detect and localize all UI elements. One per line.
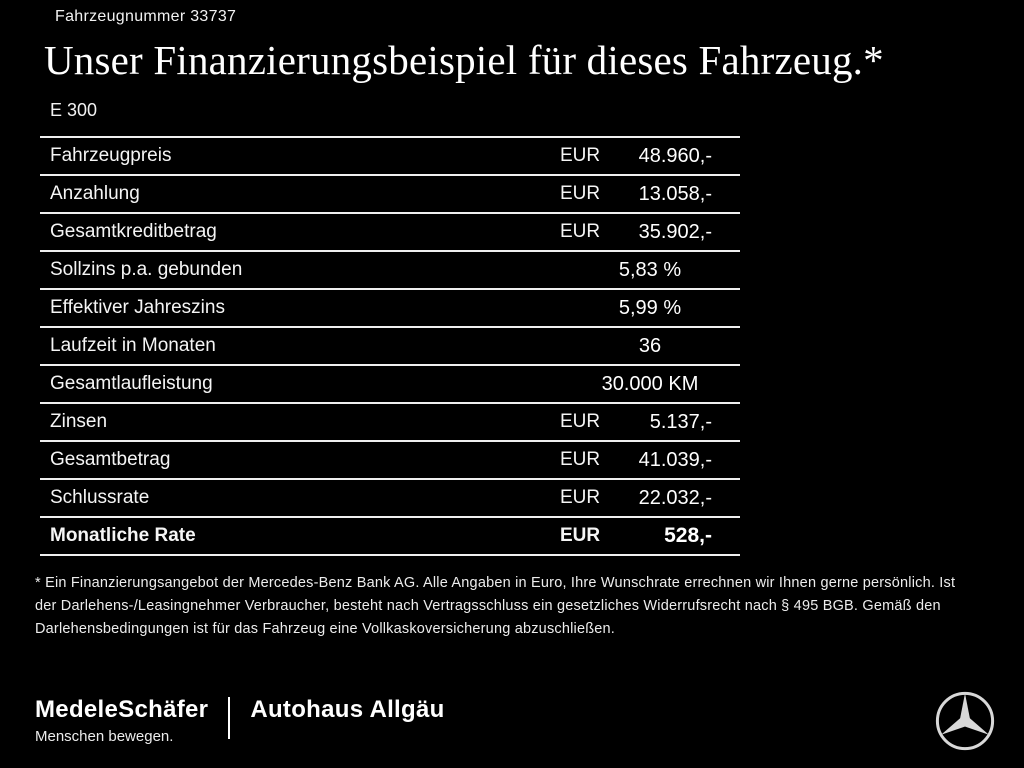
row-label: Fahrzeugpreis <box>50 145 172 166</box>
row-value: 22.032,- <box>638 486 712 509</box>
dealer-block: MedeleSchäfer Menschen bewegen. <box>35 696 209 745</box>
table-row: Anzahlung EUR 13.058,- <box>40 174 740 212</box>
row-label: Effektiver Jahreszins <box>50 297 225 318</box>
row-label: Zinsen <box>50 411 108 432</box>
row-currency: EUR <box>560 221 601 242</box>
table-row: Zinsen EUR 5.137,- <box>40 402 740 440</box>
dealer-divider <box>228 697 231 740</box>
row-label: Schlussrate <box>50 487 150 508</box>
dealer-logos: MedeleSchäfer Menschen bewegen. Autohaus… <box>35 696 445 745</box>
row-value: 5.137,- <box>649 410 712 433</box>
table-row: Gesamtbetrag EUR 41.039,- <box>40 440 740 478</box>
row-value: 5,83 % <box>618 258 682 281</box>
table-row: Gesamtkreditbetrag EUR 35.902,- <box>40 212 740 250</box>
page-title: Unser Finanzierungsbeispiel für dieses F… <box>44 37 884 83</box>
vehicle-number: Fahrzeugnummer 33737 <box>55 8 237 25</box>
dealer-name: MedeleSchäfer <box>35 696 209 724</box>
table-row: Laufzeit in Monaten 36 <box>40 326 740 364</box>
row-currency: EUR <box>560 449 601 470</box>
row-label: Anzahlung <box>50 183 140 204</box>
row-currency: EUR <box>560 145 601 166</box>
row-label: Monatliche Rate <box>50 525 196 546</box>
row-value: 528,- <box>664 524 712 547</box>
dealer-partner-name: Autohaus Allgäu <box>250 696 445 724</box>
table-row: Effektiver Jahreszins 5,99 % <box>40 288 740 326</box>
row-label: Laufzeit in Monaten <box>50 335 216 356</box>
table-row-monthly-rate: Monatliche Rate EUR 528,- <box>40 516 740 554</box>
table-row: Sollzins p.a. gebunden 5,83 % <box>40 250 740 288</box>
table-row: Gesamtlaufleistung 30.000 KM <box>40 364 740 402</box>
row-value: 35.902,- <box>638 220 712 243</box>
row-label: Sollzins p.a. gebunden <box>50 259 243 280</box>
row-value: 5,99 % <box>618 296 682 319</box>
dealer-tagline: Menschen bewegen. <box>35 727 174 745</box>
mercedes-star-icon <box>934 690 996 752</box>
row-value: 13.058,- <box>638 182 712 205</box>
row-value: 36 <box>638 334 662 357</box>
row-currency: EUR <box>560 525 601 546</box>
vehicle-model: E 300 <box>50 100 98 120</box>
row-currency: EUR <box>560 183 601 204</box>
table-row: Fahrzeugpreis EUR 48.960,- <box>40 136 740 174</box>
row-label: Gesamtbetrag <box>50 449 171 470</box>
row-label: Gesamtkreditbetrag <box>50 221 217 242</box>
financing-table: Fahrzeugpreis EUR 48.960,- Anzahlung EUR… <box>40 136 740 556</box>
row-value: 41.039,- <box>638 448 712 471</box>
row-currency: EUR <box>560 411 601 432</box>
row-label: Gesamtlaufleistung <box>50 373 213 394</box>
row-value: 30.000 KM <box>601 372 699 395</box>
row-currency: EUR <box>560 487 601 508</box>
footer: MedeleSchäfer Menschen bewegen. Autohaus… <box>35 690 996 752</box>
table-row: Schlussrate EUR 22.032,- <box>40 478 740 516</box>
legal-footnote: * Ein Finanzierungsangebot der Mercedes-… <box>35 575 956 637</box>
row-value: 48.960,- <box>638 144 712 167</box>
